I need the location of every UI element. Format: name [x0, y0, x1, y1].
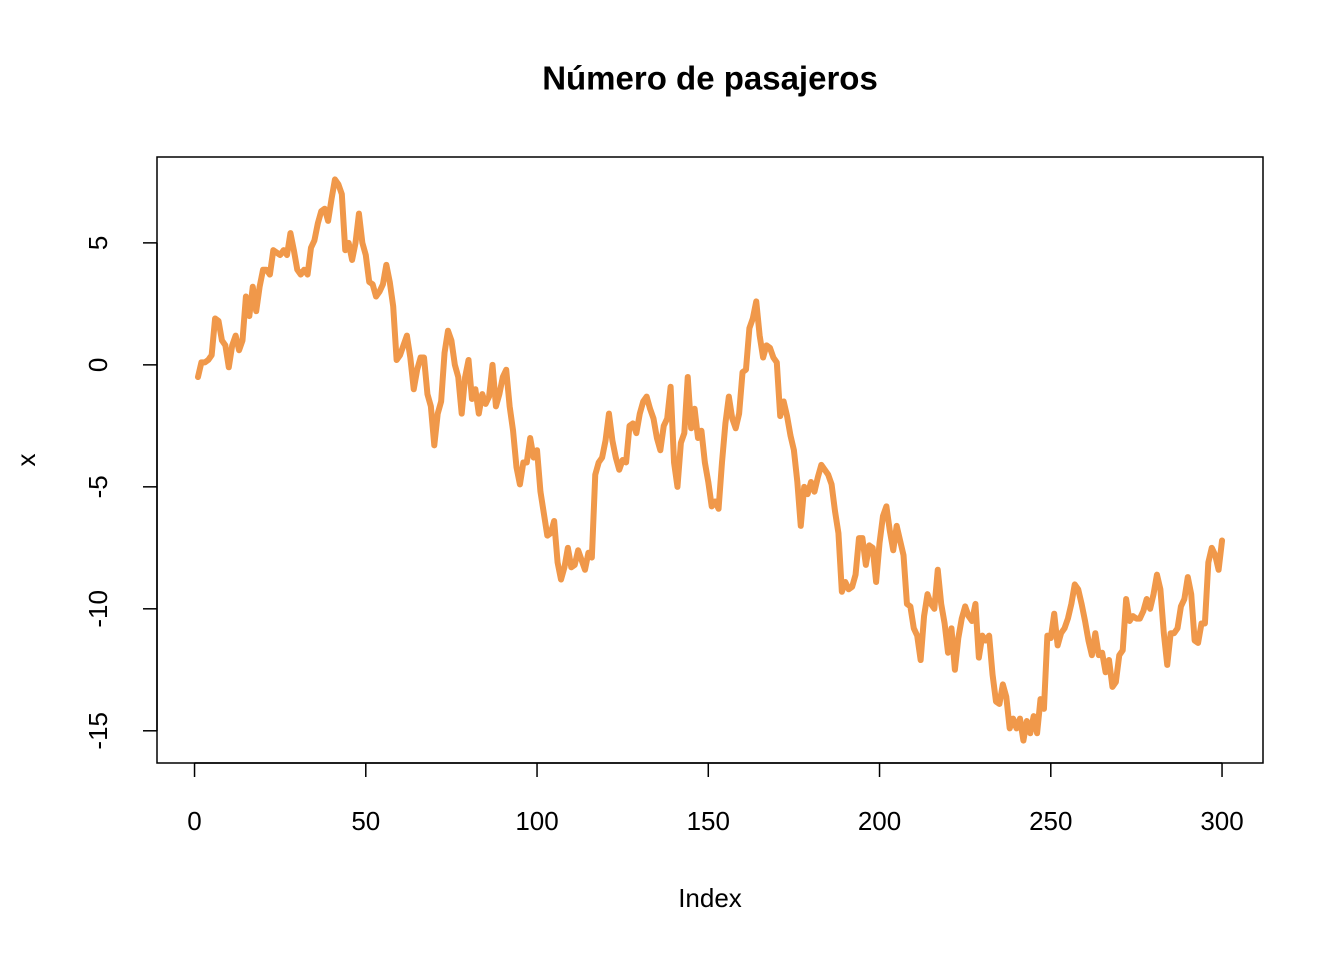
data-line — [194, 176, 1226, 744]
chart-title: Número de pasajeros — [542, 60, 878, 97]
y-tick-label: -15 — [83, 712, 113, 750]
y-tick-label: 5 — [83, 236, 113, 250]
y-axis-label: x — [11, 454, 41, 467]
y-tick-label: 0 — [83, 358, 113, 372]
x-tick-label: 250 — [1029, 806, 1072, 836]
x-tick-label: 150 — [687, 806, 730, 836]
x-tick-label: 100 — [515, 806, 558, 836]
y-tick-label: -5 — [83, 475, 113, 498]
x-tick-label: 300 — [1200, 806, 1243, 836]
x-axis-label: Index — [678, 883, 742, 913]
x-tick-label: 50 — [351, 806, 380, 836]
x-tick-label: 200 — [858, 806, 901, 836]
x-tick-label: 0 — [187, 806, 201, 836]
y-tick-label: -10 — [83, 590, 113, 628]
